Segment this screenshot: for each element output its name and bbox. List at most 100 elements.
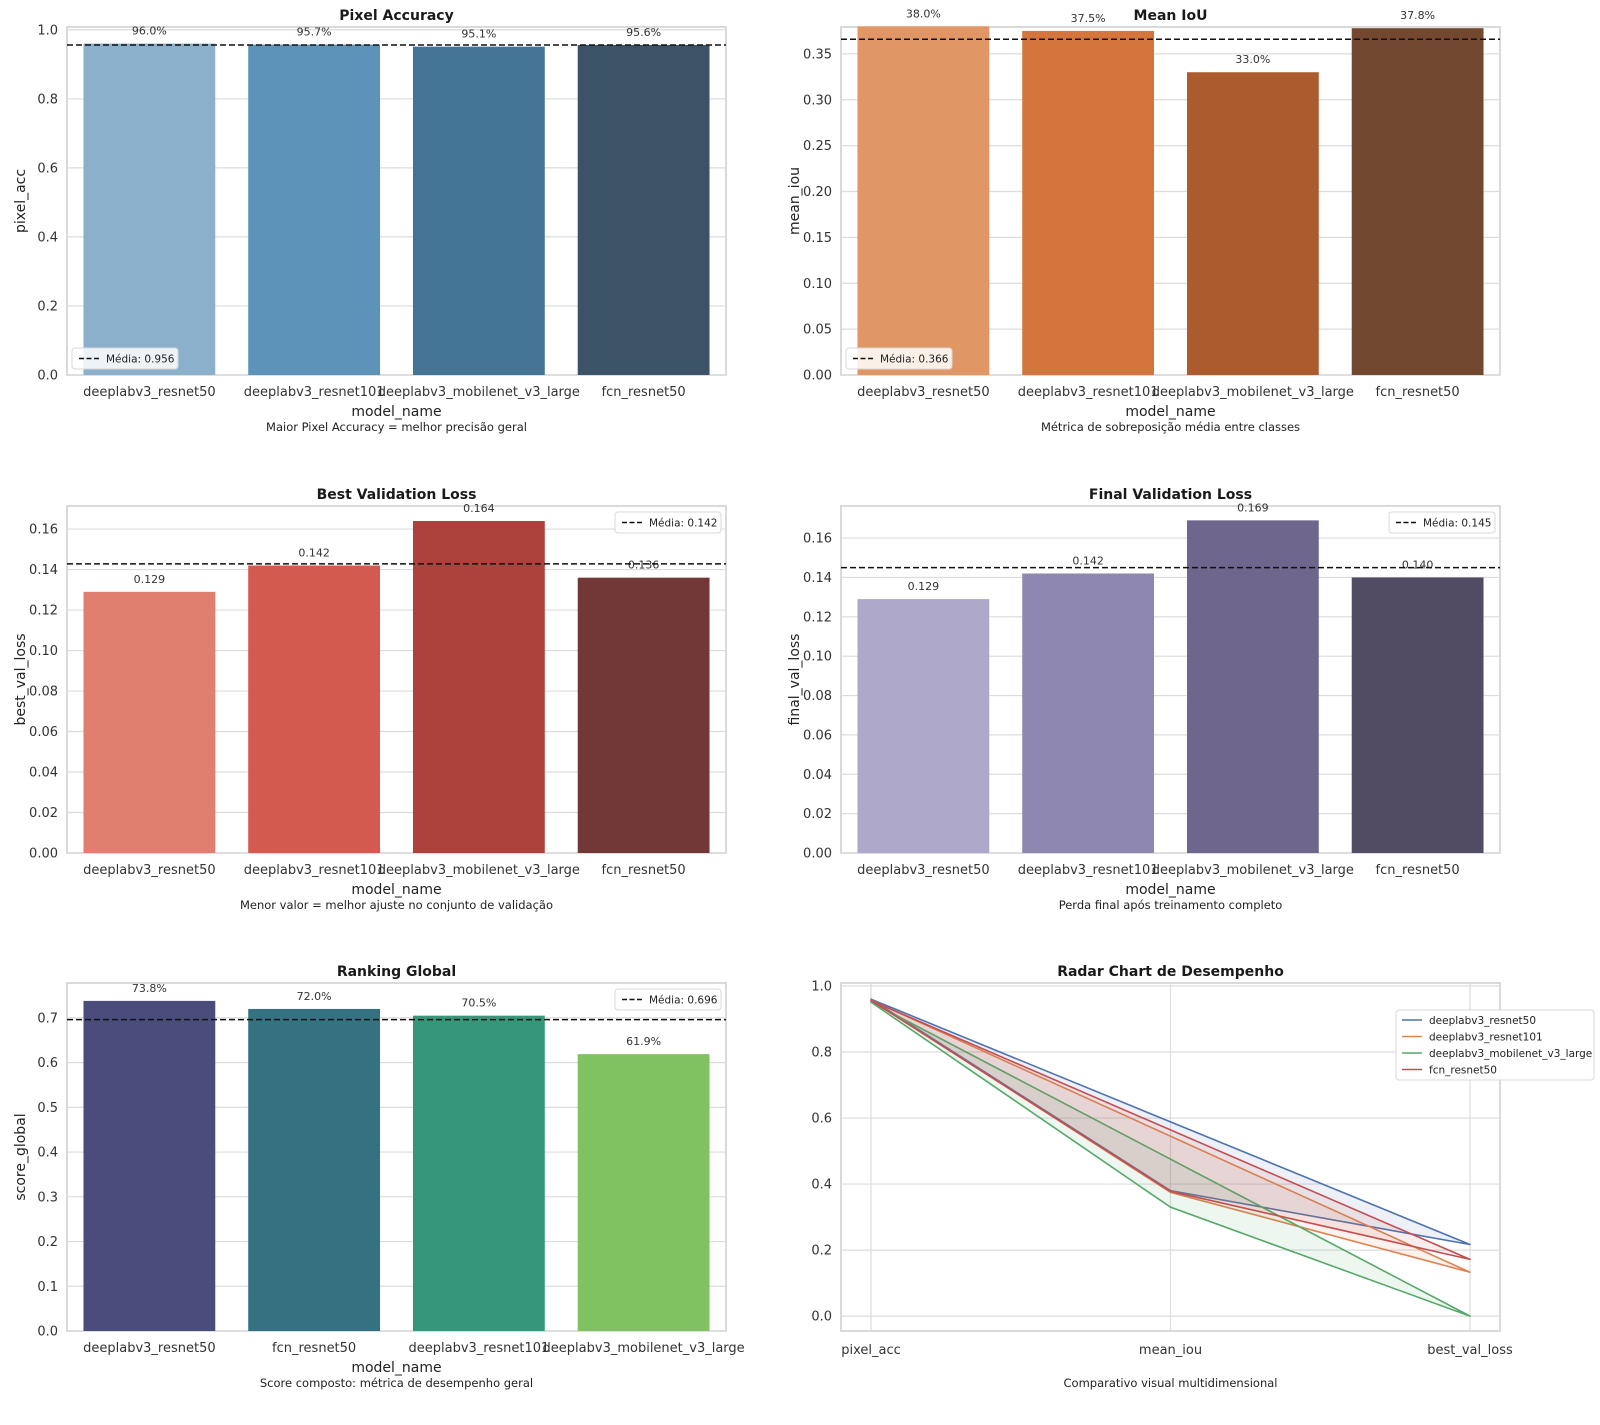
x-tick-label: fcn_resnet50	[1376, 863, 1460, 878]
bar	[1351, 28, 1484, 376]
y-tick-label: 0.30	[803, 93, 832, 108]
subplot-2: 0.00 0.02 0.04 0.06 0.08 0.10 0.12 0.14 0.16 Best…	[13, 487, 727, 912]
y-axis-label: best_val_loss	[13, 633, 29, 725]
y-tick-label: 1.0	[37, 23, 58, 38]
y-tick-label: 0.5	[37, 1101, 58, 1116]
x-tick-label: fcn_resnet50	[272, 1341, 356, 1356]
series-point	[1169, 1190, 1172, 1193]
x-tick-label: deeplabv3_resnet101	[1018, 385, 1159, 400]
x-tick-label: fcn_resnet50	[1376, 385, 1460, 400]
series-point	[1469, 1271, 1471, 1274]
bar-value-label: 33.0%	[1235, 53, 1270, 66]
legend-box	[614, 511, 722, 534]
chart-caption: Score composto: métrica de desempenho ge…	[260, 1376, 533, 1390]
bar-value-label: 0.140	[1402, 558, 1434, 571]
y-tick-label: 0.20	[803, 185, 832, 200]
bar-value-label: 37.5%	[1071, 12, 1106, 25]
y-tick-label: 0.05	[803, 323, 832, 338]
y-tick-label: 0.2	[37, 299, 58, 314]
bar	[1022, 30, 1155, 376]
y-tick-label: 0.10	[29, 644, 58, 659]
x-tick-label: mean_iou	[1139, 1343, 1202, 1358]
series-point	[1469, 1243, 1471, 1246]
legend-label: deeplabv3_resnet50	[1429, 1015, 1536, 1027]
chart-title: Radar Chart de Desempenho	[1057, 964, 1284, 980]
y-tick-label: 0.10	[803, 277, 832, 292]
bar-value-label: 61.9%	[626, 1035, 661, 1048]
bar	[412, 46, 545, 376]
y-tick-label: 0.10	[803, 650, 832, 665]
legend-label: Média: 0.696	[649, 995, 718, 1007]
subplot-3: 0.00 0.02 0.04 0.06 0.08 0.10 0.12 0.14 0.16 Fina…	[787, 487, 1501, 912]
y-tick-label: 0.15	[803, 231, 832, 246]
y-tick-label: 0.4	[37, 230, 58, 245]
y-tick-label: 0.00	[803, 369, 832, 384]
legend-box	[614, 988, 722, 1011]
x-axis-label: model_name	[1125, 882, 1215, 898]
y-tick-label: 0.16	[29, 523, 58, 538]
x-tick-label: deeplabv3_resnet50	[83, 863, 216, 878]
y-tick-label: 0.1	[37, 1280, 58, 1295]
x-tick-label: deeplabv3_resnet50	[83, 385, 216, 400]
series-point	[1469, 1315, 1471, 1317]
bar	[248, 1008, 381, 1331]
legend-box	[1388, 511, 1496, 534]
legend-label: deeplabv3_mobilenet_v3_large	[1429, 1048, 1592, 1060]
legend: Média: 0.956	[71, 347, 179, 370]
x-tick-label: fcn_resnet50	[602, 385, 686, 400]
y-tick-label: 0.12	[803, 610, 832, 625]
bar	[83, 591, 216, 853]
y-tick-label: 0.12	[29, 604, 58, 619]
legend-label: Média: 0.142	[649, 518, 717, 530]
x-tick-label: deeplabv3_resnet50	[83, 1341, 216, 1356]
y-tick-label: 0.0	[37, 369, 58, 384]
x-tick-label: deeplabv3_resnet101	[1018, 863, 1159, 878]
y-tick-label: 0.04	[803, 768, 832, 783]
bar-value-label: 73.8%	[132, 982, 167, 995]
y-tick-label: 0.3	[37, 1190, 58, 1205]
legend-label: Média: 0.366	[880, 354, 949, 366]
y-tick-label: 0.0	[37, 1325, 58, 1340]
bar	[1022, 573, 1155, 853]
bar-value-label: 95.6%	[626, 26, 661, 39]
y-tick-label: 0.06	[29, 725, 58, 740]
y-tick-label: 0.4	[37, 1146, 58, 1161]
y-axis-label: mean_iou	[787, 167, 803, 235]
y-tick-label: 0.6	[37, 161, 58, 176]
bar-value-label: 70.5%	[461, 997, 496, 1010]
chart-title: Pixel Accuracy	[339, 8, 453, 24]
series-line	[870, 998, 1471, 1246]
legend: Média: 0.366	[845, 347, 953, 370]
series-point	[1469, 1258, 1471, 1261]
x-tick-label: fcn_resnet50	[602, 863, 686, 878]
bar-value-label: 0.142	[1072, 555, 1104, 568]
chart-title: Final Validation Loss	[1089, 487, 1252, 503]
x-tick-label: pixel_acc	[841, 1343, 901, 1358]
bar	[577, 1054, 710, 1331]
bar	[857, 599, 990, 853]
legend-box	[1395, 1009, 1595, 1081]
legend: Média: 0.145	[1388, 511, 1496, 534]
x-axis-label: model_name	[351, 1360, 441, 1376]
y-tick-label: 0.8	[811, 1046, 832, 1061]
y-tick-label: 0.06	[803, 728, 832, 743]
bar-value-label: 0.129	[134, 573, 166, 586]
x-tick-label: deeplabv3_mobilenet_v3_large	[378, 385, 580, 400]
bar	[577, 577, 710, 853]
y-tick-label: 0.8	[37, 92, 58, 107]
x-axis-label: model_name	[351, 404, 441, 420]
x-axis-label: model_name	[1125, 404, 1215, 420]
chart-caption: Comparativo visual multidimensional	[1064, 1376, 1278, 1390]
bar-value-label: 0.169	[1237, 501, 1269, 514]
subplot-1: 0.00 0.05 0.10 0.15 0.20 0.25 0.30 0.35 Mean IoU…	[787, 7, 1501, 434]
series-line	[870, 999, 1471, 1261]
bar-value-label: 0.129	[908, 580, 940, 593]
series-line	[870, 1001, 1471, 1317]
legend: deeplabv3_resnet50 deeplabv3_resnet101dee…	[1395, 1009, 1595, 1081]
bar-value-label: 0.136	[628, 559, 660, 572]
y-tick-label: 0.0	[811, 1310, 832, 1325]
legend-box	[845, 347, 953, 370]
x-tick-label: deeplabv3_resnet101	[244, 863, 385, 878]
y-tick-label: 0.16	[803, 532, 832, 547]
